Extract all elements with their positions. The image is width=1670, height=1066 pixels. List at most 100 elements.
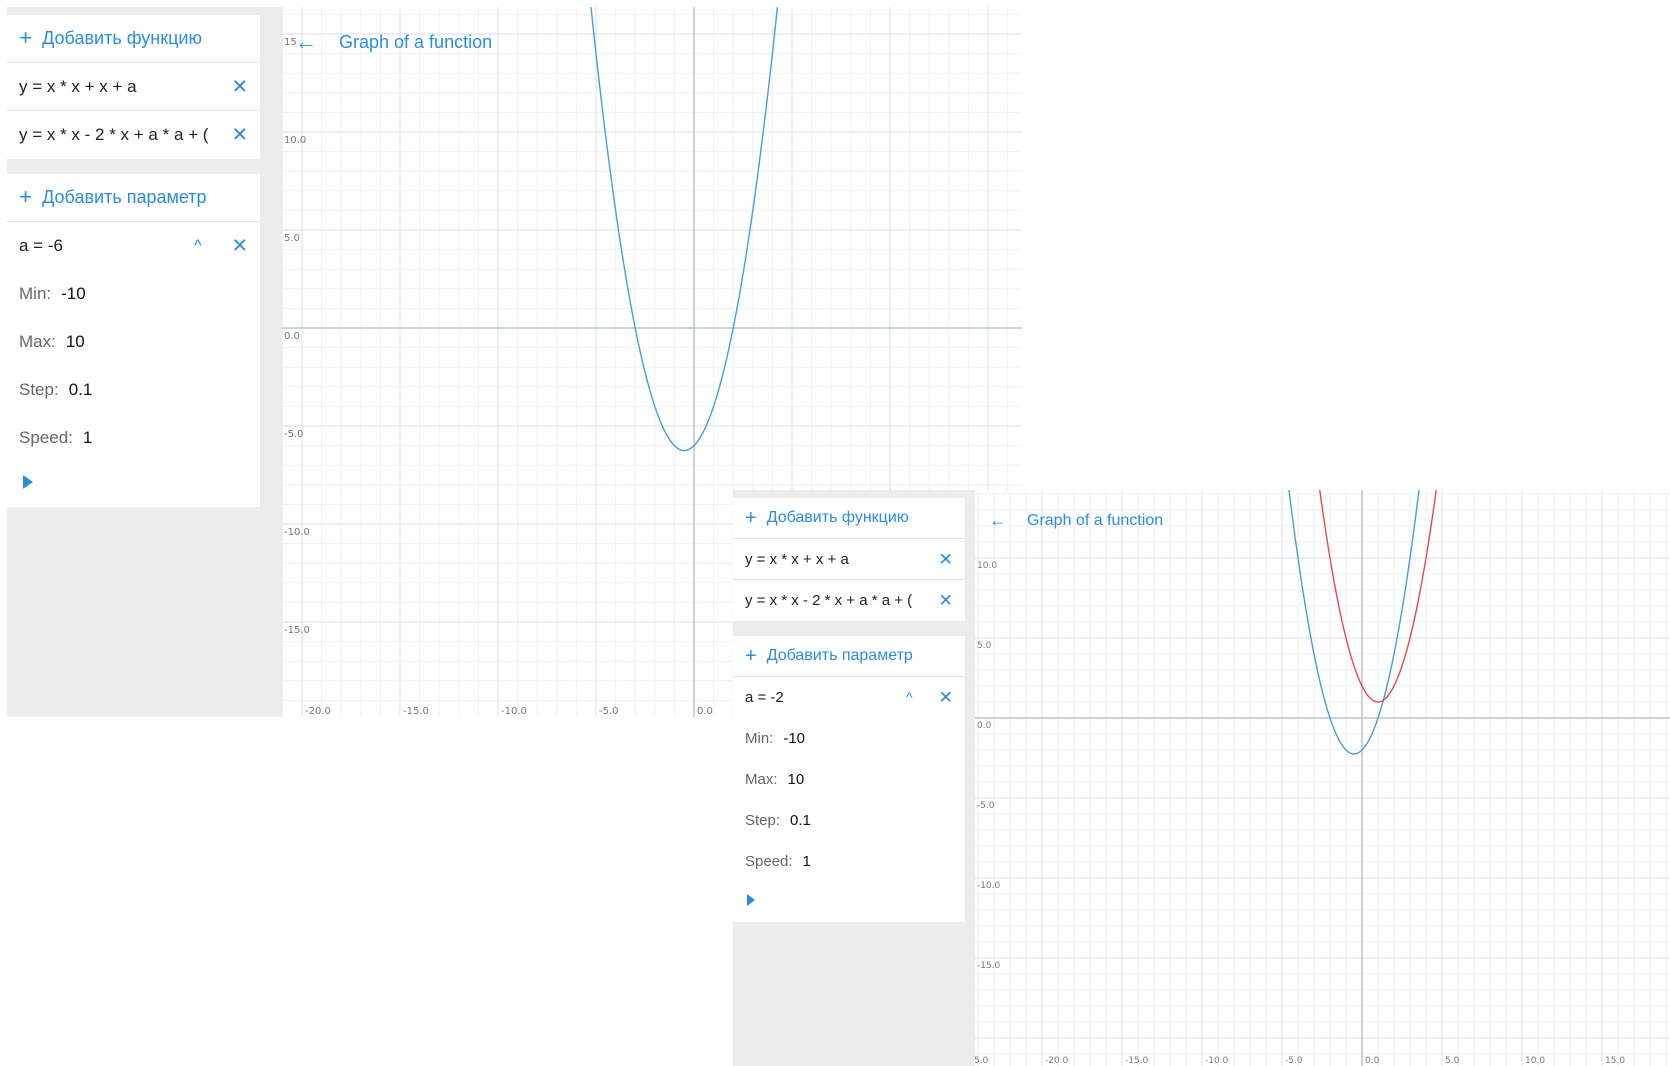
function-row[interactable]: y = x * x - 2 * x + a * a + ( ✕	[7, 111, 260, 159]
parameter-label: a = -6	[19, 236, 63, 255]
y-tick-label: -5.0	[284, 429, 304, 440]
x-tick-label: -10.0	[1205, 1056, 1229, 1066]
max-value[interactable]: 10	[787, 771, 805, 788]
max-value[interactable]: 10	[65, 332, 85, 351]
close-icon[interactable]: ✕	[231, 124, 248, 146]
chevron-up-icon[interactable]: ^	[905, 689, 913, 706]
add-parameter-button[interactable]: + Добавить параметр	[7, 174, 260, 222]
arrow-left-icon[interactable]: ←	[295, 29, 317, 54]
play-row	[7, 462, 260, 502]
graph-title: Graph of a function	[339, 31, 493, 52]
param-min-field[interactable]: Min: -10	[7, 270, 260, 318]
graph-canvas[interactable]: -25.0-20.0-15.0-10.0-5.00.05.010.015.015…	[975, 490, 1670, 1066]
functions-card: + Добавить функцию y = x * x + x + a ✕ y…	[7, 15, 260, 159]
close-icon[interactable]: ✕	[231, 75, 248, 98]
add-parameter-label: Добавить параметр	[766, 647, 913, 664]
param-max-field[interactable]: Max: 10	[733, 759, 965, 800]
parameter-header[interactable]: a = -6 ^ ✕	[7, 222, 260, 270]
play-icon[interactable]	[747, 894, 755, 906]
step-label: Step:	[19, 380, 59, 399]
x-tick-label: -15.0	[1125, 1056, 1149, 1066]
y-tick-label: 5.0	[977, 641, 992, 651]
app-window-1: + Добавить функцию y = x * x + x + a ✕ y…	[7, 7, 1022, 717]
y-tick-label: 0.0	[284, 331, 300, 342]
plus-icon: +	[745, 507, 757, 529]
param-speed-field[interactable]: Speed: 1	[733, 841, 965, 882]
y-tick-label: -15.0	[977, 961, 1001, 971]
x-tick-label: -20.0	[305, 706, 331, 717]
close-icon[interactable]: ✕	[938, 590, 953, 610]
parameters-card: + Добавить параметр a = -6 ^ ✕ Min: -10 …	[7, 174, 260, 507]
add-function-button[interactable]: + Добавить функцию	[733, 498, 965, 539]
close-icon[interactable]: ✕	[938, 687, 953, 707]
x-tick-label: 0.0	[1365, 1056, 1380, 1066]
param-step-field[interactable]: Step: 0.1	[733, 800, 965, 841]
play-row	[733, 882, 965, 918]
min-label: Min:	[745, 730, 774, 747]
step-value[interactable]: 0.1	[68, 380, 93, 399]
function-expression: y = x * x - 2 * x + a * a + (	[745, 592, 913, 609]
play-icon[interactable]	[23, 475, 33, 489]
min-label: Min:	[19, 284, 52, 303]
graph-area[interactable]: -25.0 -20.0 -15.0 -10.0 -5.0 0.0 5.0 10.0 15.0 15…	[975, 490, 1670, 1066]
function-expression: y = x * x + x + a	[745, 550, 849, 568]
x-tick-label: -25.0	[975, 1056, 989, 1066]
add-parameter-label: Добавить параметр	[42, 187, 207, 207]
plus-icon: +	[19, 25, 33, 51]
x-tick-label: -5.0	[599, 706, 619, 717]
arrow-left-icon[interactable]: ←	[989, 510, 1007, 530]
x-tick-label: -20.0	[1045, 1056, 1069, 1066]
y-tick-label: -5.0	[977, 801, 995, 811]
min-value[interactable]: -10	[783, 730, 806, 747]
y-tick-label: 5.0	[284, 233, 300, 244]
y-tick-label: 10.0	[284, 135, 306, 146]
y-tick-label: -10.0	[977, 881, 1001, 891]
y-tick-label: 15	[284, 37, 297, 48]
max-label: Max:	[745, 771, 778, 788]
speed-label: Speed:	[745, 853, 793, 870]
close-icon[interactable]: ✕	[231, 235, 248, 257]
x-tick-label: 10.0	[1525, 1056, 1545, 1066]
graph-title: Graph of a function	[1027, 511, 1164, 529]
graph-header: ← Graph of a function	[295, 29, 492, 55]
close-icon[interactable]: ✕	[938, 548, 953, 569]
add-parameter-button[interactable]: + Добавить параметр	[733, 636, 965, 677]
parameters-card: + Добавить параметр a = -2 ^ ✕ Min: -10 …	[733, 636, 965, 922]
chevron-up-icon[interactable]: ^	[194, 236, 202, 255]
y-tick-label: -15.0	[284, 625, 310, 636]
min-value[interactable]: -10	[61, 284, 86, 303]
param-step-field[interactable]: Step: 0.1	[7, 366, 260, 414]
app-window-2: + Добавить функцию y = x * x + x + a ✕ y…	[733, 490, 1670, 1066]
speed-value[interactable]: 1	[82, 428, 93, 447]
step-label: Step:	[745, 812, 781, 829]
function-curve-1	[590, 7, 779, 452]
x-tick-label: -5.0	[1285, 1056, 1303, 1066]
function-expression: y = x * x + x + a	[19, 76, 137, 96]
add-function-label: Добавить функцию	[42, 28, 202, 48]
function-row[interactable]: y = x * x + x + a ✕	[733, 539, 965, 580]
function-row[interactable]: y = x * x - 2 * x + a * a + ( ✕	[733, 580, 965, 621]
function-row[interactable]: y = x * x + x + a ✕	[7, 63, 260, 111]
y-tick-label: -10.0	[284, 527, 310, 538]
y-tick-label: 0.0	[977, 721, 992, 731]
x-tick-label: 0.0	[697, 706, 713, 717]
plus-icon: +	[745, 645, 757, 667]
speed-value[interactable]: 1	[802, 853, 811, 870]
graph-header: ← Graph of a function	[989, 510, 1163, 531]
y-tick-label: 10.0	[977, 561, 997, 571]
param-speed-field[interactable]: Speed: 1	[7, 414, 260, 462]
plus-icon: +	[19, 184, 33, 210]
parameter-header[interactable]: a = -2 ^ ✕	[733, 677, 965, 718]
param-min-field[interactable]: Min: -10	[733, 718, 965, 759]
x-tick-label: -15.0	[403, 706, 429, 717]
add-function-label: Добавить функцию	[766, 509, 909, 526]
parameter-label: a = -2	[745, 689, 784, 706]
add-function-button[interactable]: + Добавить функцию	[7, 15, 260, 63]
graph-canvas[interactable]: -25.0-20.0-15.0-10.0-5.00.05.010.015.015…	[282, 7, 1022, 717]
functions-card: + Добавить функцию y = x * x + x + a ✕ y…	[733, 498, 965, 621]
step-value[interactable]: 0.1	[790, 812, 811, 829]
x-tick-label: 15.0	[1605, 1056, 1625, 1066]
param-max-field[interactable]: Max: 10	[7, 318, 260, 366]
x-tick-label: 5.0	[1445, 1056, 1460, 1066]
function-curve-1	[1288, 490, 1420, 755]
